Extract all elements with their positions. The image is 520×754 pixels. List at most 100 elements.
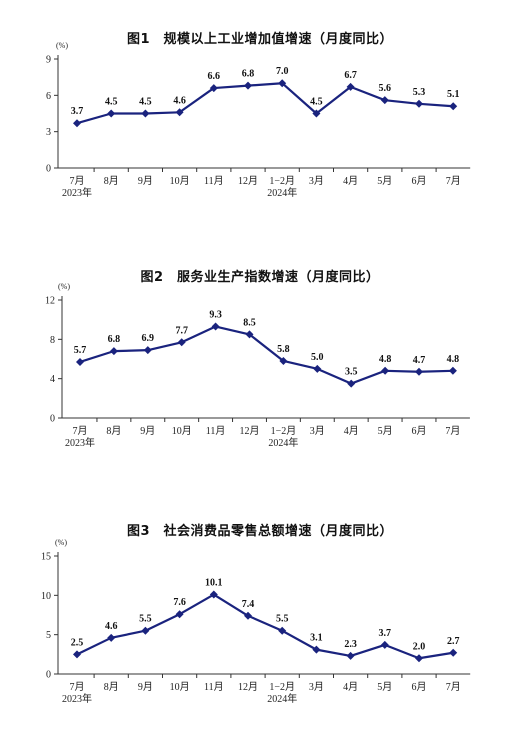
x-tick-label: 9月 [140,425,155,437]
data-label: 3.7 [379,628,392,639]
x-tick-label: 7月 [446,175,461,187]
data-point-marker [278,79,287,88]
data-label: 4.8 [379,354,392,365]
y-unit-label: (%) [56,41,68,50]
data-point-marker [177,338,186,347]
x-tick-label: 10月 [172,425,192,437]
y-tick-label: 5 [46,630,51,641]
data-point-marker [107,633,116,642]
x-year-label: 2024年 [268,436,298,449]
data-point-marker [73,119,81,128]
x-tick-label: 1−2月 [271,425,297,437]
data-point-marker [312,109,321,118]
data-point-marker [209,590,218,599]
y-unit-label: (%) [55,538,67,547]
x-tick-label: 11月 [206,425,226,437]
data-label: 8.5 [243,317,256,328]
x-tick-label: 5月 [377,175,392,187]
data-label: 5.5 [139,614,152,625]
data-label: 3.1 [310,633,323,644]
data-point-marker [175,610,184,619]
x-tick-label: 3月 [309,681,324,693]
x-tick-label: 5月 [377,681,392,693]
y-tick-label: 10 [41,591,51,602]
chart-title: 图3 社会消费品零售总额增速（月度同比） [126,524,394,539]
data-point-marker [244,611,252,620]
x-tick-label: 6月 [412,425,427,437]
data-label: 7.4 [242,599,255,610]
data-label: 4.6 [105,621,118,632]
data-point-marker [76,357,84,366]
x-year-label: 2023年 [62,186,92,199]
data-point-marker [211,322,220,331]
data-label: 6.9 [142,333,155,344]
x-tick-label: 11月 [204,175,224,187]
data-label: 2.3 [344,639,357,650]
data-label: 5.1 [447,89,460,100]
data-point-marker [380,96,389,105]
data-label: 7.6 [173,597,186,608]
data-label: 4.7 [413,355,426,366]
chart-panel-2: 图2 服务业生产指数增速（月度同比） (%) 0 4 8 12 7月 2023年 8月 9月 10… [0,250,520,470]
data-label: 2.0 [413,641,426,652]
chart-panel-3: 图3 社会消费品零售总额增速（月度同比） (%) 0 5 10 15 7月 2023年 8月 9… [0,505,520,754]
data-point-marker [143,346,152,355]
x-tick-label: 1−2月 [269,681,295,693]
data-point-marker [109,347,118,356]
data-label: 5.8 [277,344,290,355]
x-tick-label: 7月 [445,425,460,437]
series-line [76,593,454,660]
data-label: 4.5 [139,97,152,108]
x-tick-label: 7月 [70,175,85,187]
data-label: 5.3 [413,87,426,98]
data-point-marker [73,650,81,659]
data-label: 7.7 [175,325,188,336]
x-tick-label: 12月 [240,425,260,437]
x-tick-label: 9月 [138,175,153,187]
data-label: 3.5 [345,367,358,378]
x-year-label: 2024年 [267,692,297,705]
data-point-marker [244,81,252,90]
x-tick-label: 12月 [238,175,258,187]
x-tick-label: 7月 [70,681,85,693]
data-label: 5.7 [74,345,87,356]
data-label: 6.8 [242,69,255,80]
data-label: 5.0 [311,352,324,363]
data-label: 4.5 [105,97,118,108]
data-label: 5.6 [379,83,392,94]
data-point-marker [415,654,423,663]
x-tick-label: 7月 [73,425,88,437]
y-tick-label: 12 [45,296,55,307]
data-label: 5.5 [276,614,289,625]
chart-panel-1: 图1 规模以上工业增加值增速（月度同比） (%) 0 3 6 9 7月 2023年 8月 9月 1… [0,0,520,215]
data-point-marker [209,84,218,93]
y-tick-label: 0 [46,164,51,175]
data-label: 6.7 [344,70,357,81]
data-point-marker [245,330,254,339]
y-tick-label: 8 [50,335,55,346]
x-tick-label: 4月 [343,175,358,187]
data-label: 4.5 [310,97,323,108]
data-point-marker [449,648,458,657]
data-label: 6.8 [108,334,121,345]
x-tick-label: 5月 [378,425,393,437]
data-label: 9.3 [209,310,222,321]
x-tick-label: 4月 [344,425,359,437]
x-tick-label: 9月 [138,681,153,693]
data-point-marker [449,102,458,111]
y-unit-label: (%) [58,282,70,291]
data-point-marker [346,82,355,91]
y-tick-label: 0 [50,414,55,425]
y-tick-label: 15 [41,552,51,563]
y-tick-label: 4 [50,374,55,385]
data-label: 4.8 [447,354,460,365]
x-year-label: 2023年 [65,436,95,449]
data-label: 2.5 [71,637,84,648]
x-tick-label: 4月 [343,681,358,693]
data-label: 10.1 [205,578,223,589]
data-point-marker [313,364,322,373]
y-tick-label: 6 [46,91,51,102]
